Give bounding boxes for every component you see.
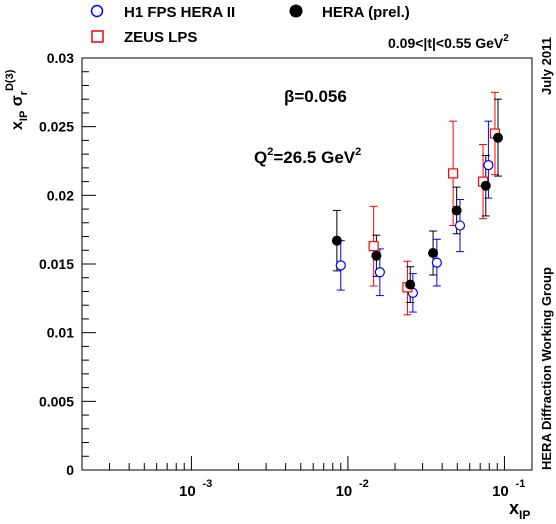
data-point: [405, 279, 416, 290]
legend-marker-hera: [289, 4, 303, 18]
legend-marker-zeus: [91, 30, 104, 43]
legend-marker-h1: [90, 4, 104, 18]
data-point: [335, 260, 346, 271]
x-tick-exponent: -2: [359, 478, 369, 490]
side-label-group: HERA Diffraction Working Group: [539, 267, 554, 470]
data-point: [483, 160, 494, 171]
data-point: [371, 250, 382, 261]
y-tick-label: 0.01: [47, 325, 74, 341]
y-tick-label: 0.005: [39, 393, 74, 409]
side-label-date: July 2011: [539, 37, 554, 95]
y-tick-label: 0.03: [47, 50, 74, 66]
data-point: [493, 132, 504, 143]
y-tick-label: 0.02: [47, 187, 74, 203]
legend-label-zeus: ZEUS LPS: [124, 29, 197, 46]
x-tick-label: 10: [179, 483, 196, 500]
beta-annotation: β=0.056: [284, 87, 347, 106]
y-tick-label: 0.015: [39, 256, 74, 272]
data-point: [368, 241, 379, 252]
x-tick-exponent: -1: [516, 478, 526, 490]
x-tick-label: 10: [492, 483, 509, 500]
data-point: [454, 220, 466, 231]
y-tick-label: 0: [66, 462, 74, 478]
data-point: [448, 168, 459, 179]
x-axis-label: xIP: [509, 498, 530, 522]
y-axis-label: xIP σrD(3): [4, 69, 30, 130]
y-tick-label: 0.025: [39, 119, 74, 135]
data-point: [451, 205, 462, 216]
data-point: [431, 257, 442, 268]
t-range-annotation: 0.09<|t|<0.55 GeV2: [388, 33, 509, 51]
data-point: [428, 248, 439, 259]
data-point: [331, 235, 342, 246]
data-point: [374, 267, 385, 278]
legend-label-hera: HERA (prel.): [322, 4, 410, 21]
x-tick-exponent: -3: [203, 478, 213, 490]
legend-label-h1: H1 FPS HERA II: [124, 4, 235, 21]
q2-annotation: Q2=26.5 GeV2: [254, 146, 361, 167]
data-point: [480, 180, 491, 191]
x-tick-label: 10: [336, 483, 353, 500]
